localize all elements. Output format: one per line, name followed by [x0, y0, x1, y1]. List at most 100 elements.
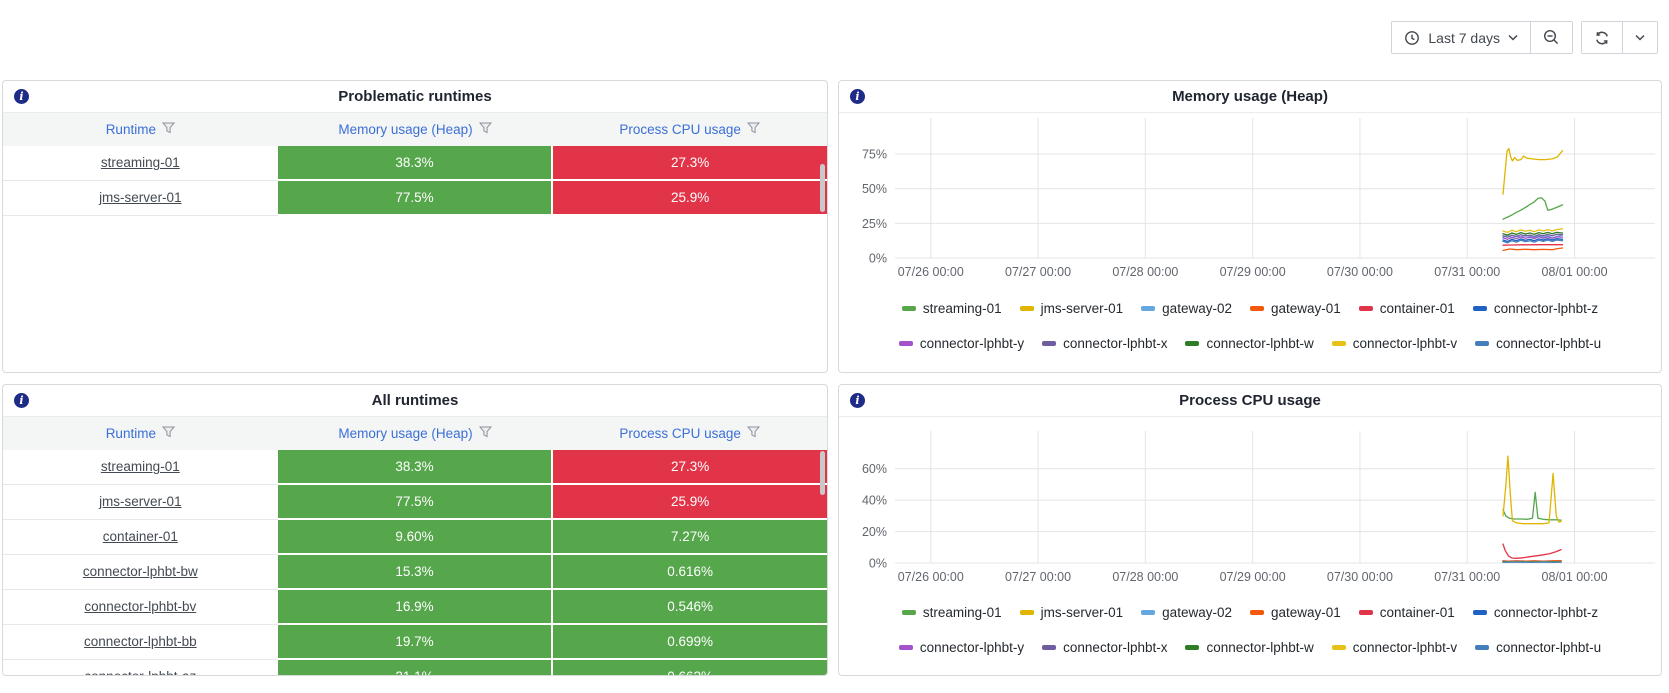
runtime-link[interactable]: streaming-01 — [100, 155, 180, 171]
time-range-picker[interactable]: Last 7 days — [1392, 22, 1530, 53]
legend-item-streaming-01[interactable]: streaming-01 — [901, 605, 1002, 620]
cpu-usage-chart: 0% 20% 40% 60% 07/26 00:00 07/27 00:00 07/28 0… — [845, 431, 1661, 593]
memory-usage-cell: 38.3% — [277, 146, 553, 181]
panel-title[interactable]: Process CPU usage — [1179, 392, 1321, 409]
legend-item-connector-lphbt-z[interactable]: connector-lphbt-z — [1472, 605, 1598, 620]
runtime-link[interactable]: connector-lphbt-bb — [84, 634, 197, 649]
memory-usage-cell: 77.5% — [277, 180, 553, 216]
runtime-cell: jms-server-01 — [3, 484, 278, 520]
svg-text:50%: 50% — [862, 182, 887, 196]
runtime-link[interactable]: jms-server-01 — [99, 190, 182, 205]
runtime-link[interactable]: jms-server-01 — [99, 494, 182, 509]
svg-text:07/29 00:00: 07/29 00:00 — [1220, 570, 1286, 584]
svg-text:07/28 00:00: 07/28 00:00 — [1112, 265, 1178, 279]
runtime-link[interactable]: container-01 — [102, 529, 178, 544]
series-label: connector-lphbt-z — [1493, 301, 1599, 316]
column-header-memory[interactable]: Memory usage (Heap) — [277, 113, 553, 146]
legend-item-streaming-01[interactable]: streaming-01 — [901, 301, 1002, 316]
series-label: connector-lphbt-v — [1352, 640, 1458, 655]
panel-problematic-runtimes: i Problematic runtimes Runtime Memory us… — [2, 80, 828, 373]
column-header-cpu[interactable]: Process CPU usage — [552, 113, 827, 146]
runtime-link[interactable]: connector-lphbt-az — [84, 669, 196, 675]
legend-item-gateway-01[interactable]: gateway-01 — [1249, 301, 1341, 316]
svg-text:07/26 00:00: 07/26 00:00 — [898, 265, 964, 279]
runtime-link[interactable]: streaming-01 — [100, 459, 180, 475]
legend-item-connector-lphbt-u[interactable]: connector-lphbt-u — [1475, 640, 1601, 655]
panel-title[interactable]: Memory usage (Heap) — [1172, 88, 1328, 105]
legend-item-connector-lphbt-w[interactable]: connector-lphbt-w — [1185, 336, 1314, 351]
legend-item-connector-lphbt-v[interactable]: connector-lphbt-v — [1331, 640, 1458, 655]
filter-icon[interactable] — [478, 426, 492, 441]
table-row: connector-lphbt-bw 15.3% 0.616% — [3, 554, 827, 590]
legend-item-connector-lphbt-w[interactable]: connector-lphbt-w — [1185, 640, 1314, 655]
legend-item-connector-lphbt-v[interactable]: connector-lphbt-v — [1331, 336, 1458, 351]
info-icon[interactable]: i — [14, 393, 29, 408]
series-color-swatch — [1475, 341, 1490, 346]
series-label: connector-lphbt-v — [1352, 336, 1458, 351]
panel-title[interactable]: Problematic runtimes — [338, 88, 492, 105]
legend-item-gateway-02[interactable]: gateway-02 — [1141, 301, 1232, 316]
series-color-swatch — [1475, 645, 1490, 650]
legend-item-connector-lphbt-u[interactable]: connector-lphbt-u — [1475, 336, 1601, 351]
svg-text:07/28 00:00: 07/28 00:00 — [1112, 570, 1178, 584]
legend-item-jms-server-01[interactable]: jms-server-01 — [1019, 605, 1123, 620]
panel-all-runtimes: i All runtimes Runtime Memory usage (Hea… — [2, 384, 828, 676]
dashboard-toolbar: Last 7 days — [1391, 21, 1658, 54]
refresh-interval-dropdown[interactable] — [1622, 22, 1657, 53]
memory-usage-cell: 21.1% — [277, 659, 553, 675]
info-icon[interactable]: i — [850, 89, 865, 104]
svg-text:60%: 60% — [862, 462, 887, 476]
legend-item-gateway-02[interactable]: gateway-02 — [1141, 605, 1232, 620]
panel-header: i Problematic runtimes — [3, 81, 827, 113]
legend-item-connector-lphbt-y[interactable]: connector-lphbt-y — [898, 336, 1024, 351]
runtime-cell: streaming-01 — [3, 146, 278, 181]
legend-item-connector-lphbt-x[interactable]: connector-lphbt-x — [1042, 640, 1167, 655]
legend-item-container-01[interactable]: container-01 — [1358, 301, 1455, 316]
refresh-button[interactable] — [1582, 22, 1622, 53]
legend-item-connector-lphbt-y[interactable]: connector-lphbt-y — [898, 640, 1024, 655]
series-color-swatch — [1019, 610, 1034, 615]
filter-icon[interactable] — [161, 426, 176, 441]
series-color-swatch — [1358, 610, 1373, 615]
info-icon[interactable]: i — [14, 89, 29, 104]
panel-cpu-usage-chart: i Process CPU usage 0% 20% 40% 60% 07/26 00:… — [838, 384, 1662, 676]
column-header-cpu[interactable]: Process CPU usage — [552, 417, 827, 450]
runtime-link[interactable]: connector-lphbt-bv — [84, 599, 197, 614]
legend-item-jms-server-01[interactable]: jms-server-01 — [1019, 301, 1123, 316]
runtime-cell: streaming-01 — [3, 450, 278, 485]
series-color-swatch — [1042, 645, 1057, 650]
table-scrollbar[interactable] — [820, 451, 825, 495]
column-header-runtime[interactable]: Runtime — [3, 113, 278, 146]
runtime-link[interactable]: connector-lphbt-bw — [82, 564, 198, 579]
cpu-usage-cell: 0.616% — [551, 554, 827, 590]
series-label: connector-lphbt-x — [1063, 336, 1168, 351]
chevron-down-icon — [1635, 34, 1645, 41]
info-icon[interactable]: i — [850, 393, 865, 408]
panel-header: i Memory usage (Heap) — [839, 81, 1661, 113]
series-label: gateway-01 — [1270, 301, 1341, 316]
svg-text:25%: 25% — [862, 217, 887, 231]
time-controls-group: Last 7 days — [1391, 21, 1573, 54]
table-scrollbar[interactable] — [820, 164, 825, 212]
legend-item-connector-lphbt-z[interactable]: connector-lphbt-z — [1472, 301, 1599, 316]
refresh-controls-group — [1581, 21, 1658, 54]
column-header-runtime[interactable]: Runtime — [3, 417, 278, 450]
panel-title[interactable]: All runtimes — [371, 392, 459, 409]
filter-icon[interactable] — [746, 122, 761, 137]
svg-text:0%: 0% — [869, 252, 887, 266]
svg-text:07/30 00:00: 07/30 00:00 — [1327, 265, 1393, 279]
filter-icon[interactable] — [161, 122, 176, 137]
runtime-cell: connector-lphbt-bb — [3, 624, 278, 660]
series-color-swatch — [1141, 610, 1156, 615]
legend-item-connector-lphbt-x[interactable]: connector-lphbt-x — [1042, 336, 1167, 351]
zoom-out-button[interactable] — [1530, 22, 1572, 53]
svg-text:07/31 00:00: 07/31 00:00 — [1434, 265, 1500, 279]
cpu-usage-cell: 7.27% — [551, 519, 827, 555]
filter-icon[interactable] — [746, 426, 761, 441]
cpu-usage-legend: streaming-01 jms-server-01 gateway-02 gatew… — [839, 595, 1661, 665]
legend-item-container-01[interactable]: container-01 — [1358, 605, 1455, 620]
cpu-usage-plot: 0% 20% 40% 60% 07/26 00:00 07/27 00:00 07/28 0… — [862, 431, 1655, 584]
filter-icon[interactable] — [478, 122, 492, 137]
column-header-memory[interactable]: Memory usage (Heap) — [277, 417, 553, 450]
legend-item-gateway-01[interactable]: gateway-01 — [1249, 605, 1341, 620]
